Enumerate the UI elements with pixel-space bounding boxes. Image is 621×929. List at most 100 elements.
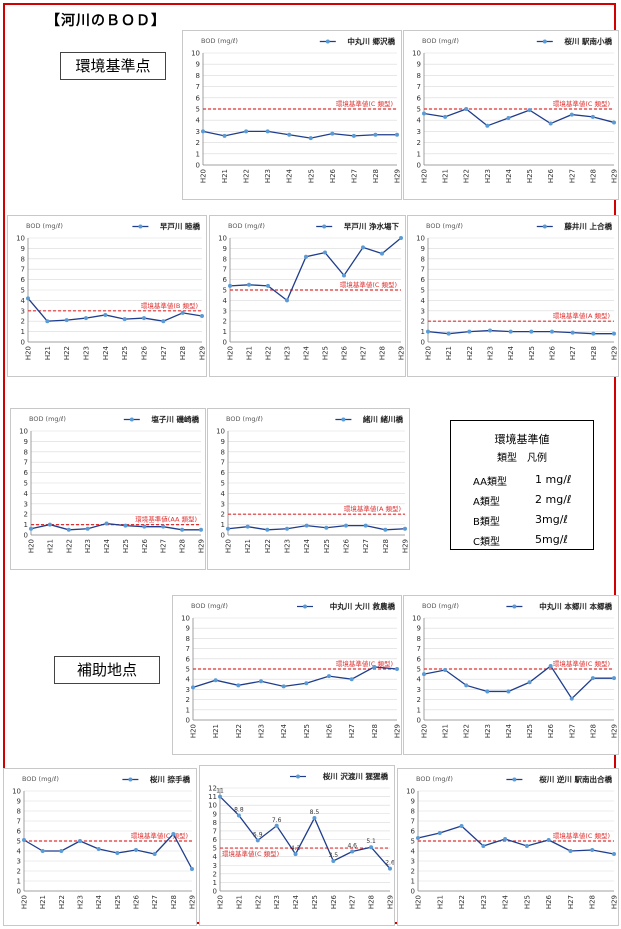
- legend-label: 桜川 捺手橋: [150, 774, 191, 784]
- y-tick-label: 5: [24, 480, 28, 488]
- x-tick-label: H23: [480, 895, 488, 909]
- y-axis-label: BOD (mg/ℓ): [228, 222, 265, 230]
- x-tick-label: H22: [458, 895, 466, 909]
- data-label: 3.5: [329, 852, 339, 859]
- x-tick-label: H27: [151, 895, 159, 909]
- series-line: [423, 108, 615, 127]
- data-point: [569, 112, 574, 117]
- x-tick-label: H22: [65, 539, 73, 553]
- x-tick-label: H24: [303, 345, 311, 360]
- data-point: [527, 108, 532, 113]
- x-tick-label: H29: [394, 169, 402, 183]
- y-tick-label: 0: [213, 888, 217, 896]
- data-point: [570, 330, 575, 335]
- y-tick-label: 6: [221, 469, 226, 477]
- data-point: [228, 283, 232, 288]
- legend-swatch-marker: [128, 777, 133, 782]
- data-point: [529, 329, 534, 334]
- y-tick-label: 9: [223, 245, 227, 253]
- y-tick-label: 8: [186, 635, 190, 643]
- x-tick-label: H21: [246, 346, 254, 360]
- x-tick-label: H26: [549, 345, 557, 360]
- data-point: [459, 824, 464, 828]
- x-tick-label: H26: [330, 894, 338, 909]
- data-point: [285, 526, 289, 531]
- data-point: [236, 683, 241, 688]
- y-tick-label: 7: [221, 459, 225, 467]
- data-point: [503, 837, 508, 841]
- y-tick-label: 3: [421, 307, 425, 315]
- x-tick-label: H23: [284, 539, 292, 553]
- data-label: 8.5: [310, 809, 320, 816]
- x-tick-label: H21: [235, 895, 243, 909]
- data-point: [266, 283, 270, 288]
- bod-line-chart: BOD (mg/ℓ) 早戸川 浄水場下 0 1 2 3 4 5 6 7 8 9 10 H20 H21 H22 H…: [218, 221, 405, 360]
- y-tick-label: 5: [17, 838, 21, 846]
- x-tick-label: H20: [25, 346, 33, 360]
- legend-label: 桜川 駅南小橋: [564, 36, 612, 46]
- y-tick-label: 10: [16, 235, 25, 243]
- y-tick-label: 3: [417, 128, 421, 136]
- x-tick-label: H22: [58, 895, 66, 909]
- legend-swatch-marker: [325, 39, 330, 44]
- x-tick-label: H27: [348, 724, 356, 738]
- data-point: [180, 527, 185, 532]
- data-point: [546, 838, 551, 842]
- y-tick-label: 3: [17, 858, 21, 866]
- data-point: [349, 677, 354, 682]
- x-tick-label: H29: [198, 539, 206, 553]
- data-point: [213, 678, 218, 683]
- data-point: [259, 679, 263, 684]
- y-tick-label: 7: [411, 818, 415, 826]
- y-tick-label: 7: [417, 83, 421, 91]
- data-point: [590, 114, 595, 119]
- y-tick-label: 4: [417, 117, 422, 125]
- x-tick-label: H28: [368, 895, 376, 909]
- x-tick-label: H28: [382, 539, 390, 553]
- data-point: [47, 522, 52, 527]
- x-tick-label: H25: [323, 539, 331, 553]
- data-point: [330, 131, 335, 136]
- x-tick-label: H21: [46, 539, 54, 553]
- legend-subtitle: 類型 凡例: [497, 453, 547, 464]
- x-tick-label: H27: [567, 895, 575, 909]
- data-point: [485, 689, 490, 694]
- data-point: [199, 527, 203, 532]
- x-tick-label: H21: [212, 724, 220, 738]
- data-label: 8.8: [234, 806, 244, 813]
- x-tick-label: H26: [141, 345, 149, 360]
- standard-label: 環境基準値(AA 類型): [135, 515, 197, 524]
- data-point: [281, 684, 286, 689]
- x-tick-label: H24: [103, 538, 111, 553]
- y-tick-label: 9: [196, 61, 200, 69]
- x-tick-label: H27: [160, 346, 168, 360]
- y-tick-label: 8: [221, 448, 225, 456]
- series-line: [202, 130, 397, 139]
- x-tick-label: H24: [505, 723, 513, 738]
- y-tick-label: 8: [417, 72, 421, 80]
- y-tick-label: 4: [24, 490, 29, 498]
- data-point: [161, 524, 166, 529]
- data-point: [437, 831, 442, 835]
- y-tick-label: 2: [196, 139, 200, 147]
- data-point: [331, 858, 336, 863]
- x-tick-label: H23: [84, 539, 92, 553]
- y-tick-label: 1: [21, 328, 25, 336]
- data-point: [506, 689, 511, 694]
- legend-swatch-marker: [512, 604, 517, 609]
- chart-panel: BOD (mg/ℓ) 中丸川 本郷川 本郷橋 0 1 2 3 4 5 6 7 8 9 10 H20 H21 H…: [403, 595, 619, 755]
- data-point: [361, 245, 365, 250]
- y-tick-label: 9: [411, 798, 415, 806]
- y-tick-label: 10: [406, 788, 415, 796]
- y-axis-label: BOD (mg/ℓ): [29, 415, 66, 423]
- data-point: [29, 526, 33, 531]
- standard-label: 環境基準値(B 類型): [141, 301, 198, 310]
- x-tick-label: H24: [303, 538, 311, 553]
- y-tick-label: 0: [186, 717, 190, 725]
- data-point: [200, 314, 204, 318]
- x-tick-label: H23: [487, 346, 495, 360]
- data-point: [327, 674, 331, 679]
- series-line: [23, 832, 193, 870]
- y-tick-label: 4: [221, 490, 226, 498]
- y-tick-label: 2: [411, 868, 415, 876]
